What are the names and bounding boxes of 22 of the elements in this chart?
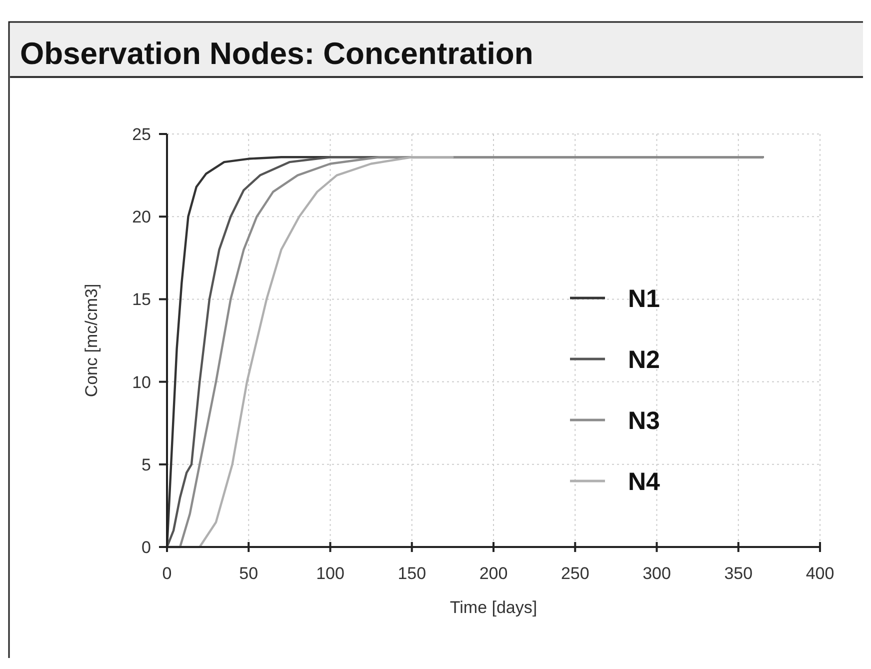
x-tick-label: 400: [806, 564, 834, 583]
legend-label: N4: [628, 468, 660, 496]
legend-label: N1: [628, 285, 660, 313]
x-tick-label: 50: [239, 564, 258, 583]
y-tick-label: 20: [132, 208, 151, 227]
y-tick-label: 10: [132, 372, 151, 392]
x-tick-label: 100: [316, 564, 344, 583]
y-tick-label: 5: [142, 455, 151, 474]
y-tick-label: 0: [142, 538, 151, 557]
x-tick-label: 0: [162, 564, 172, 583]
x-axis-title: Time [days]: [450, 598, 538, 617]
legend-label: N2: [628, 346, 660, 374]
x-tick-label: 250: [560, 564, 590, 583]
x-tick-label: 300: [642, 564, 671, 583]
x-tick-label: 350: [724, 564, 753, 583]
x-tick-label: 200: [479, 564, 508, 583]
y-tick-label: 25: [132, 125, 151, 144]
x-tick-label: 150: [398, 564, 426, 583]
y-tick-label: 15: [132, 290, 151, 310]
y-axis-title: Conc [mc/cm3]: [82, 284, 101, 398]
legend-label: N3: [628, 407, 660, 435]
chart-title: Observation Nodes: Concentration: [20, 36, 534, 71]
